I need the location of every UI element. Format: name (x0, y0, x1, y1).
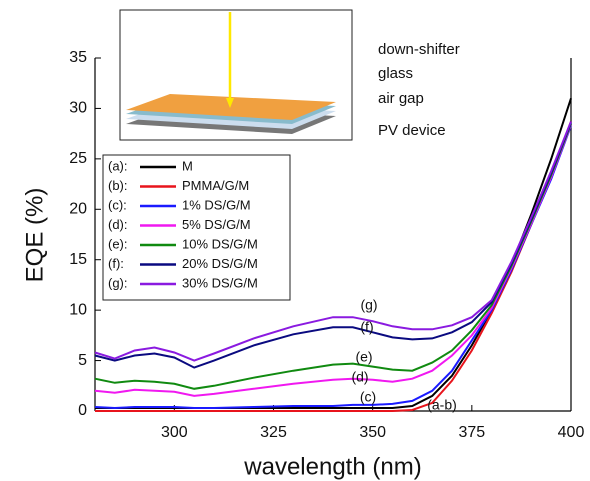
y-tick-label: 30 (69, 100, 87, 117)
legend-key: (e): (108, 236, 128, 251)
inset-label: air gap (378, 90, 424, 107)
x-tick-label: 400 (558, 424, 585, 441)
legend-label: 10% DS/G/M (182, 236, 258, 251)
inset: down-shifter glass air gap PV device (119, 9, 460, 141)
x-tick-label: 325 (260, 424, 287, 441)
legend-key: (c): (108, 197, 127, 212)
annotation: (g) (360, 297, 377, 313)
legend-label: PMMA/G/M (182, 178, 249, 193)
y-tick-label: 20 (69, 201, 87, 218)
y-tick-label: 15 (69, 251, 87, 268)
y-tick-label: 10 (69, 301, 87, 318)
series-line (94, 124, 572, 397)
annotation: (c) (360, 389, 376, 405)
inset-label: glass (378, 65, 413, 82)
series-line (94, 123, 572, 390)
legend-label: 5% DS/G/M (182, 217, 251, 232)
y-tick-label: 5 (78, 352, 87, 369)
legend-key: (a): (108, 158, 128, 173)
y-tick-label: 25 (69, 150, 87, 167)
legend-label: 30% DS/G/M (182, 275, 258, 290)
annotation: (f) (360, 319, 373, 335)
legend-label: M (182, 158, 193, 173)
x-tick-label: 300 (161, 424, 188, 441)
series-line (94, 121, 572, 362)
x-tick-label: 375 (458, 424, 485, 441)
y-tick-label: 35 (69, 49, 87, 66)
legend-label: 20% DS/G/M (182, 256, 258, 271)
x-tick-label: 350 (359, 424, 386, 441)
light-arrow (226, 98, 234, 108)
inset-label: PV device (378, 122, 446, 139)
legend-key: (f): (108, 256, 124, 271)
series-line (95, 121, 572, 412)
annotation: (a-b) (427, 397, 457, 413)
y-axis-label: EQE (%) (21, 188, 48, 283)
annotation: (d) (351, 369, 368, 385)
legend-label: 1% DS/G/M (182, 197, 251, 212)
legend-key: (d): (108, 217, 128, 232)
legend-key: (g): (108, 275, 128, 290)
x-axis-label: wavelength (nm) (243, 453, 421, 480)
legend-frame (102, 154, 291, 301)
layer-downshifter (126, 94, 336, 120)
legend-key: (b): (108, 178, 128, 193)
inset-label: down-shifter (378, 41, 460, 58)
legend: (a): M (b): PMMA/G/M (c): 1% DS/G/M (d): 5% DS/… (102, 154, 291, 301)
annotation: (e) (355, 349, 372, 365)
y-tick-label: 0 (78, 402, 87, 419)
